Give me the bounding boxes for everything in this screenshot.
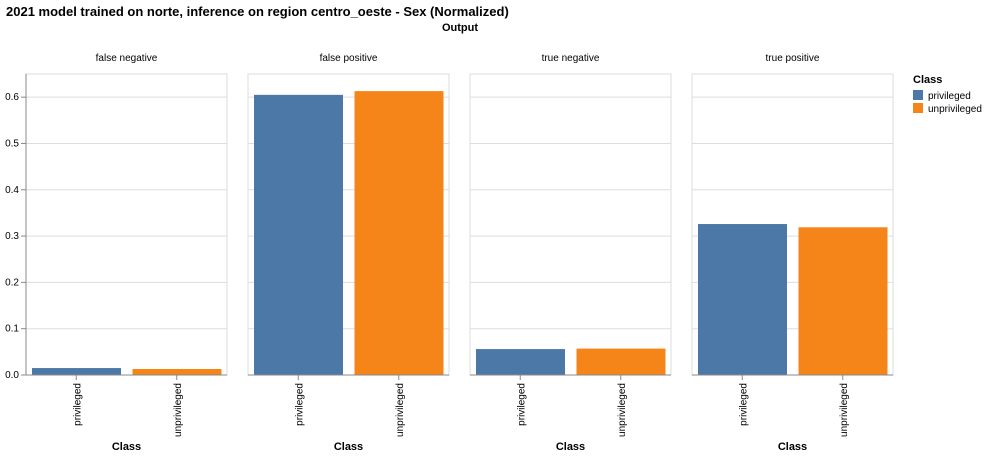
- y-tick-label: 0.5: [5, 138, 19, 149]
- x-axis-title: Class: [334, 441, 363, 453]
- x-tick-label-unprivileged: unprivileged: [617, 383, 628, 437]
- chart-title: 2021 model trained on norte, inference o…: [6, 4, 509, 19]
- y-tick-label: 0.1: [5, 324, 19, 335]
- bar-unprivileged: [132, 368, 222, 375]
- bar-privileged: [254, 94, 343, 375]
- y-tick-label: 0.0: [5, 370, 19, 381]
- panel-frame: [25, 73, 228, 376]
- legend-title: Class: [913, 74, 942, 86]
- panel-frame: [469, 73, 672, 376]
- facet-false-positive: false positive privileged unprivileged Clas…: [247, 53, 450, 453]
- bar-privileged: [32, 368, 121, 375]
- bar-privileged: [698, 224, 787, 375]
- x-tick-label-privileged: privileged: [738, 383, 749, 426]
- bar-unprivileged: [798, 227, 888, 375]
- facet-label: false negative: [96, 53, 158, 64]
- legend: Class privileged unprivileged: [913, 74, 982, 115]
- facet-true-positive: true positive privileged unprivileged Class: [691, 53, 894, 453]
- x-tick-label-unprivileged: unprivileged: [839, 383, 850, 437]
- facet-true-negative: true negative privileged unprivileged Class: [469, 53, 672, 453]
- legend-label-unprivileged: unprivileged: [928, 104, 982, 115]
- bar-privileged: [476, 349, 565, 375]
- column-header: Output: [442, 22, 478, 34]
- legend-label-privileged: privileged: [928, 91, 971, 102]
- x-axis-title: Class: [112, 441, 141, 453]
- y-tick-label: 0.6: [5, 92, 19, 103]
- legend-swatch-unprivileged: [913, 103, 923, 113]
- x-tick-label-privileged: privileged: [72, 383, 83, 426]
- x-axis-title: Class: [556, 441, 585, 453]
- x-tick-label-unprivileged: unprivileged: [173, 383, 184, 437]
- facet-label: true negative: [542, 53, 600, 64]
- bar-unprivileged: [354, 91, 444, 375]
- x-tick-label-privileged: privileged: [294, 383, 305, 426]
- y-tick-label: 0.2: [5, 277, 19, 288]
- x-tick-label-unprivileged: unprivileged: [395, 383, 406, 437]
- y-tick-label: 0.4: [5, 185, 19, 196]
- bar-unprivileged: [576, 348, 666, 375]
- x-tick-label-privileged: privileged: [516, 383, 527, 426]
- facet-panels: false negative privileged unprivileged Clas…: [5, 53, 894, 453]
- facet-label: false positive: [320, 53, 378, 64]
- facet-label: true positive: [766, 53, 820, 64]
- x-axis-title: Class: [778, 441, 807, 453]
- legend-swatch-privileged: [913, 90, 923, 100]
- facet-false-negative: false negative privileged unprivileged Clas…: [5, 53, 228, 453]
- y-tick-label: 0.3: [5, 231, 19, 242]
